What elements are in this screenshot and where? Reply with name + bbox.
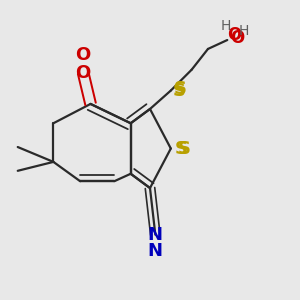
- Text: O: O: [230, 29, 244, 47]
- Text: O: O: [228, 26, 242, 44]
- Text: S: S: [173, 82, 186, 100]
- Text: N: N: [148, 242, 163, 260]
- Text: O: O: [76, 46, 91, 64]
- Text: S: S: [174, 80, 187, 98]
- Text: S: S: [178, 140, 191, 158]
- Text: H: H: [238, 23, 249, 38]
- Text: S: S: [175, 140, 188, 158]
- Text: H: H: [220, 19, 231, 33]
- Text: O: O: [76, 64, 91, 82]
- Text: N: N: [148, 226, 163, 244]
